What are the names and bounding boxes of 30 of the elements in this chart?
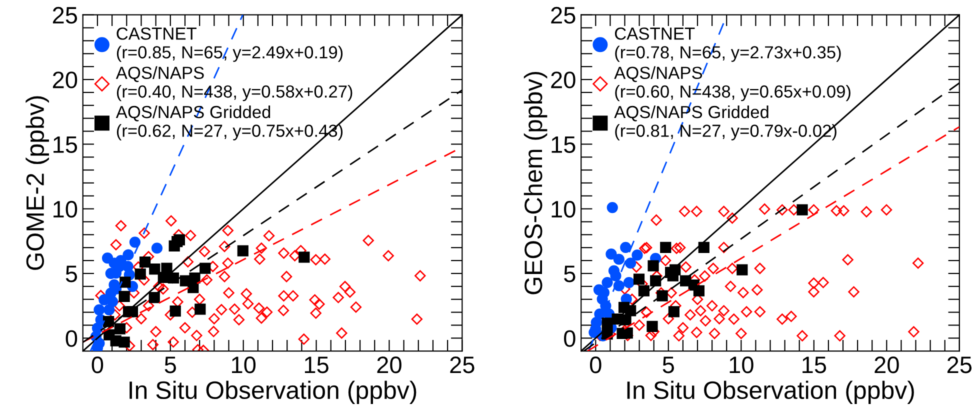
x-tick-label: 25 xyxy=(947,356,972,374)
x-tick-label: 20 xyxy=(874,356,899,374)
x-tick-label: 5 xyxy=(662,356,674,374)
x-axis-title: In Situ Observation (ppbv) xyxy=(627,380,914,404)
y-tick-label: 5 xyxy=(66,266,78,282)
legend-label: AQS/NAPS (r=0.60, N=438, y=0.65x+0.09) xyxy=(614,66,850,102)
y-tick-label: 15 xyxy=(54,136,78,153)
y-tick-label: 25 xyxy=(52,6,78,24)
y-tick-label: 20 xyxy=(52,72,78,88)
y-tick-label: 20 xyxy=(551,72,576,88)
y-tick-label: 0 xyxy=(564,330,576,347)
y-tick-label: 5 xyxy=(564,266,576,282)
y-axis-title: GOME-2 (ppbv) xyxy=(26,96,49,270)
x-tick-label: 20 xyxy=(377,356,402,374)
x-tick-label: 0 xyxy=(590,356,602,374)
y-tick-label: 10 xyxy=(54,200,78,218)
x-tick-label: 25 xyxy=(450,356,474,374)
x-tick-label: 15 xyxy=(304,356,328,374)
legend-label: CASTNET (r=0.78, N=65, y=2.73x+0.35) xyxy=(614,27,841,62)
x-axis-title: In Situ Observation (ppbv) xyxy=(130,380,416,404)
y-axis-title: GEOS-Chem (ppbv) xyxy=(524,72,548,294)
x-tick-label: 10 xyxy=(232,356,256,374)
y-tick-label: 0 xyxy=(66,330,78,347)
y-tick-label: 10 xyxy=(552,200,576,218)
x-tick-label: 0 xyxy=(92,356,104,374)
x-tick-label: 15 xyxy=(802,356,826,374)
y-tick-label: 25 xyxy=(551,6,576,24)
x-tick-label: 10 xyxy=(730,356,754,374)
y-tick-label: 15 xyxy=(552,136,576,153)
x-tick-label: 5 xyxy=(164,356,176,374)
